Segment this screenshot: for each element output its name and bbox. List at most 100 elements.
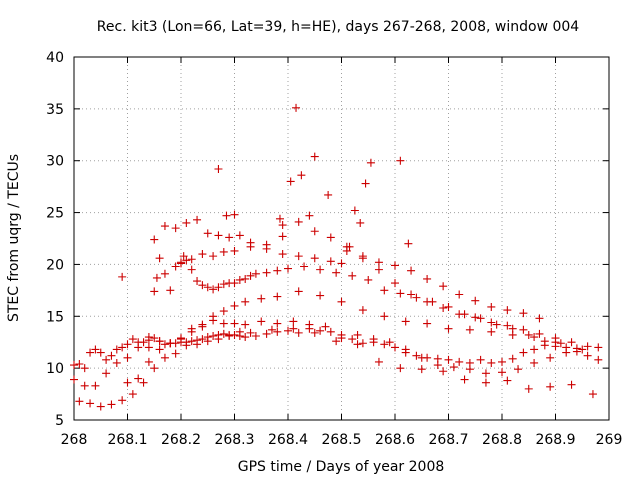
x-tick-label: 269 <box>596 432 623 448</box>
data-point <box>75 359 84 368</box>
data-point <box>321 322 330 331</box>
data-point <box>241 297 250 306</box>
data-point <box>134 343 143 352</box>
data-point <box>407 266 416 275</box>
data-point <box>396 364 405 373</box>
data-point <box>230 319 239 328</box>
y-tick-label: 5 <box>55 413 64 429</box>
data-point <box>278 232 287 241</box>
data-point <box>160 340 169 349</box>
data-point <box>209 331 218 340</box>
data-point <box>310 254 319 263</box>
data-point <box>380 286 389 295</box>
data-point <box>262 244 271 253</box>
data-point <box>177 258 185 267</box>
data-point <box>519 309 528 318</box>
data-point <box>396 156 405 165</box>
data-point <box>241 333 250 342</box>
y-tick-label: 30 <box>46 154 64 170</box>
data-point <box>358 306 367 315</box>
data-point <box>481 378 490 387</box>
data-point <box>214 335 223 344</box>
data-point <box>177 334 185 343</box>
data-point <box>152 273 161 282</box>
data-point <box>182 256 191 265</box>
data-point <box>364 275 373 284</box>
data-point <box>219 307 228 316</box>
data-point <box>471 313 480 322</box>
data-point <box>209 285 218 294</box>
data-point <box>300 262 309 271</box>
data-point <box>305 320 314 329</box>
data-point <box>214 165 223 174</box>
x-axis-label: GPS time / Days of year 2008 <box>238 459 445 475</box>
data-point <box>91 345 100 354</box>
data-point <box>171 224 180 233</box>
data-point <box>198 281 207 290</box>
y-tick-label: 35 <box>46 102 64 118</box>
data-point <box>209 312 218 321</box>
data-point <box>439 367 448 376</box>
data-point <box>562 348 571 357</box>
data-point <box>530 333 539 342</box>
data-point <box>487 318 496 327</box>
data-point <box>348 335 357 344</box>
data-point <box>139 338 148 347</box>
data-point <box>535 314 544 323</box>
data-point <box>70 361 78 370</box>
data-point <box>171 349 180 358</box>
data-point <box>407 290 416 299</box>
data-point <box>123 353 132 362</box>
data-point <box>361 179 370 188</box>
data-point <box>166 286 175 295</box>
data-point <box>150 364 159 373</box>
data-point <box>551 334 560 343</box>
data-point <box>332 268 341 277</box>
data-point <box>118 396 127 405</box>
data-point <box>444 302 453 311</box>
data-point <box>150 235 159 244</box>
data-point <box>128 335 137 344</box>
data-point <box>465 325 474 334</box>
data-point <box>179 252 188 261</box>
y-tick-label: 40 <box>46 50 64 66</box>
data-point <box>305 211 314 220</box>
data-point <box>380 312 389 321</box>
data-point <box>225 233 234 242</box>
data-point <box>273 292 282 301</box>
data-point <box>214 283 223 292</box>
data-point <box>481 369 490 378</box>
data-point <box>160 353 169 362</box>
data-point <box>353 340 362 349</box>
data-point <box>134 374 143 383</box>
data-point <box>583 351 592 360</box>
data-point <box>455 310 464 319</box>
data-point <box>498 357 506 366</box>
data-point <box>594 355 603 364</box>
data-point <box>284 264 292 273</box>
x-tick-label: 268.3 <box>214 432 254 448</box>
data-point <box>348 271 357 280</box>
data-point <box>262 329 271 338</box>
chart-title: Rec. kit3 (Lon=66, Lat=39, h=HE), days 2… <box>97 19 580 35</box>
data-point <box>150 287 159 296</box>
data-point <box>374 357 383 366</box>
data-point <box>289 324 298 333</box>
data-point <box>278 250 287 259</box>
data-point <box>476 314 485 323</box>
data-point <box>324 190 333 199</box>
data-point <box>214 231 223 240</box>
x-tick-label: 268.6 <box>375 432 415 448</box>
data-point <box>503 376 512 385</box>
data-point <box>401 317 410 326</box>
data-point <box>241 320 250 329</box>
data-point <box>412 293 421 302</box>
data-point <box>572 344 581 353</box>
data-point <box>356 218 365 227</box>
x-tick-label: 268.7 <box>428 432 468 448</box>
data-point <box>567 338 576 347</box>
data-point <box>155 345 164 354</box>
data-point <box>235 231 244 240</box>
data-point <box>102 355 111 364</box>
data-point <box>556 339 565 348</box>
